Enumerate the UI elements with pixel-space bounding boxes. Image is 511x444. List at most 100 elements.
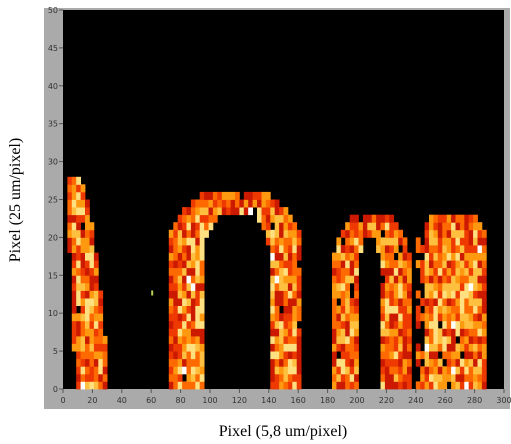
heatmap-cell bbox=[279, 282, 284, 291]
heatmap-cell bbox=[274, 366, 280, 375]
heatmap-cell bbox=[177, 282, 183, 291]
heatmap-cell bbox=[345, 343, 350, 352]
heatmap-cell bbox=[437, 245, 443, 253]
heatmap-cell bbox=[332, 343, 337, 352]
heatmap-cell bbox=[345, 305, 350, 314]
heatmap-cell bbox=[283, 373, 289, 382]
heatmap-cell bbox=[89, 351, 95, 360]
heatmap-cell bbox=[76, 335, 81, 344]
heatmap-cell bbox=[182, 381, 187, 390]
heatmap-cell bbox=[296, 298, 302, 306]
heatmap-cell bbox=[415, 260, 421, 269]
heatmap-cell bbox=[455, 222, 461, 231]
heatmap-cell bbox=[186, 381, 192, 390]
heatmap-cell bbox=[349, 267, 355, 276]
heatmap-cell bbox=[424, 275, 430, 284]
heatmap-cell bbox=[349, 252, 355, 261]
heatmap-cell bbox=[283, 381, 289, 390]
heatmap-cell bbox=[407, 313, 412, 322]
heatmap-cell bbox=[433, 290, 439, 299]
heatmap-cell bbox=[235, 207, 240, 216]
heatmap-cell bbox=[433, 222, 439, 231]
heatmap-cell bbox=[76, 252, 81, 261]
heatmap-cell bbox=[402, 252, 408, 261]
heatmap-cell bbox=[424, 351, 430, 360]
heatmap-cell bbox=[182, 214, 187, 223]
heatmap-cell bbox=[464, 245, 470, 253]
heatmap-cell bbox=[455, 366, 461, 375]
heatmap-cell bbox=[380, 260, 386, 269]
y-tick-label: 25 bbox=[48, 196, 58, 205]
heatmap-cell bbox=[98, 305, 104, 314]
heatmap-cell bbox=[98, 343, 104, 352]
heatmap-cell bbox=[402, 290, 408, 299]
heatmap-cell bbox=[186, 237, 192, 246]
heatmap-cell bbox=[398, 267, 403, 276]
heatmap-cell bbox=[274, 373, 280, 382]
heatmap-cell bbox=[283, 351, 289, 360]
heatmap-cell bbox=[89, 229, 95, 238]
heatmap-cell bbox=[384, 313, 390, 322]
heatmap-cell bbox=[473, 358, 478, 367]
heatmap-cell bbox=[393, 351, 399, 360]
heatmap-cell bbox=[199, 252, 205, 261]
heatmap-cell bbox=[173, 260, 179, 269]
heatmap-cell bbox=[371, 229, 377, 238]
heatmap-cell bbox=[464, 373, 470, 382]
heatmap-cell bbox=[437, 305, 443, 314]
heatmap-cell bbox=[177, 252, 183, 261]
heatmap-cell bbox=[93, 298, 99, 306]
heatmap-cell bbox=[221, 207, 227, 216]
heatmap-cell bbox=[420, 313, 425, 322]
heatmap-cell bbox=[477, 282, 483, 291]
heatmap-cell bbox=[398, 373, 403, 382]
heatmap-cell bbox=[464, 229, 470, 238]
heatmap-cell bbox=[243, 199, 249, 208]
heatmap-cell bbox=[362, 222, 368, 231]
heatmap-cell bbox=[398, 313, 403, 322]
heatmap-cell bbox=[296, 328, 302, 337]
heatmap-cell bbox=[186, 275, 192, 284]
heatmap-cell bbox=[464, 366, 470, 375]
heatmap-cell bbox=[204, 214, 209, 223]
heatmap-cell bbox=[402, 351, 408, 360]
heatmap-cell bbox=[274, 275, 280, 284]
heatmap-cell bbox=[190, 366, 196, 375]
heatmap-cell bbox=[195, 222, 201, 231]
heatmap-cell bbox=[446, 229, 452, 238]
heatmap-cell bbox=[173, 290, 179, 299]
heatmap-cell bbox=[451, 282, 456, 291]
heatmap-cell bbox=[274, 282, 280, 291]
heatmap-cell bbox=[380, 222, 386, 231]
heatmap-cell bbox=[429, 245, 434, 253]
heatmap-cell bbox=[433, 358, 439, 367]
heatmap-cell bbox=[186, 222, 192, 231]
heatmap-cell bbox=[477, 358, 483, 367]
heatmap-cell bbox=[437, 366, 443, 375]
heatmap-cell bbox=[287, 290, 293, 299]
heatmap-cell bbox=[376, 214, 381, 223]
heatmap-cell bbox=[67, 199, 73, 208]
heatmap-cell bbox=[199, 358, 205, 367]
heatmap-cell bbox=[354, 343, 359, 352]
heatmap-cell bbox=[226, 207, 231, 216]
heatmap-cell bbox=[168, 305, 174, 314]
heatmap-cell bbox=[464, 252, 470, 261]
heatmap-cell bbox=[296, 237, 302, 246]
heatmap-cell bbox=[481, 275, 487, 284]
heatmap-cell bbox=[468, 260, 474, 269]
heatmap-cell bbox=[455, 237, 461, 246]
heatmap-cell bbox=[186, 358, 192, 367]
heatmap-cell bbox=[270, 229, 276, 238]
heatmap-cell bbox=[279, 358, 284, 367]
heatmap-cell bbox=[464, 290, 470, 299]
heatmap-cell bbox=[283, 335, 289, 344]
heatmap-cell bbox=[204, 191, 209, 200]
heatmap-cell bbox=[235, 191, 240, 200]
heatmap-cell bbox=[398, 260, 403, 269]
heatmap-cell bbox=[168, 328, 174, 337]
heatmap-cell bbox=[367, 222, 373, 231]
heatmap-cell bbox=[296, 252, 302, 261]
heatmap-cell bbox=[446, 305, 452, 314]
heatmap-cell bbox=[424, 335, 430, 344]
